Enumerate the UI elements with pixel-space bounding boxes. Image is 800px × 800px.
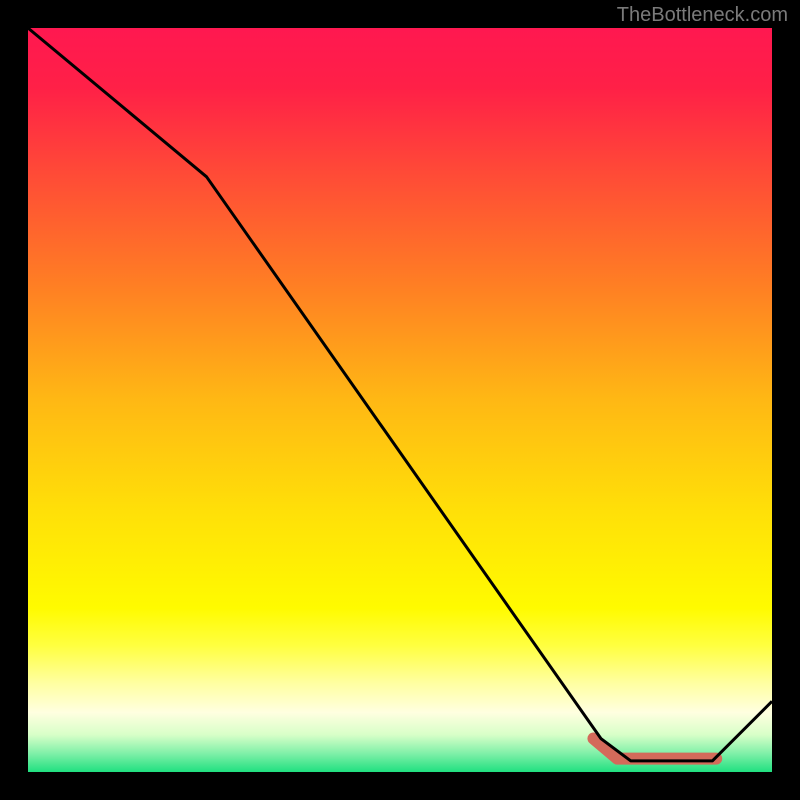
attribution-text: TheBottleneck.com [617,4,788,27]
line-layer [28,28,772,772]
main-line-polyline [28,28,772,761]
plot-area [28,28,772,772]
